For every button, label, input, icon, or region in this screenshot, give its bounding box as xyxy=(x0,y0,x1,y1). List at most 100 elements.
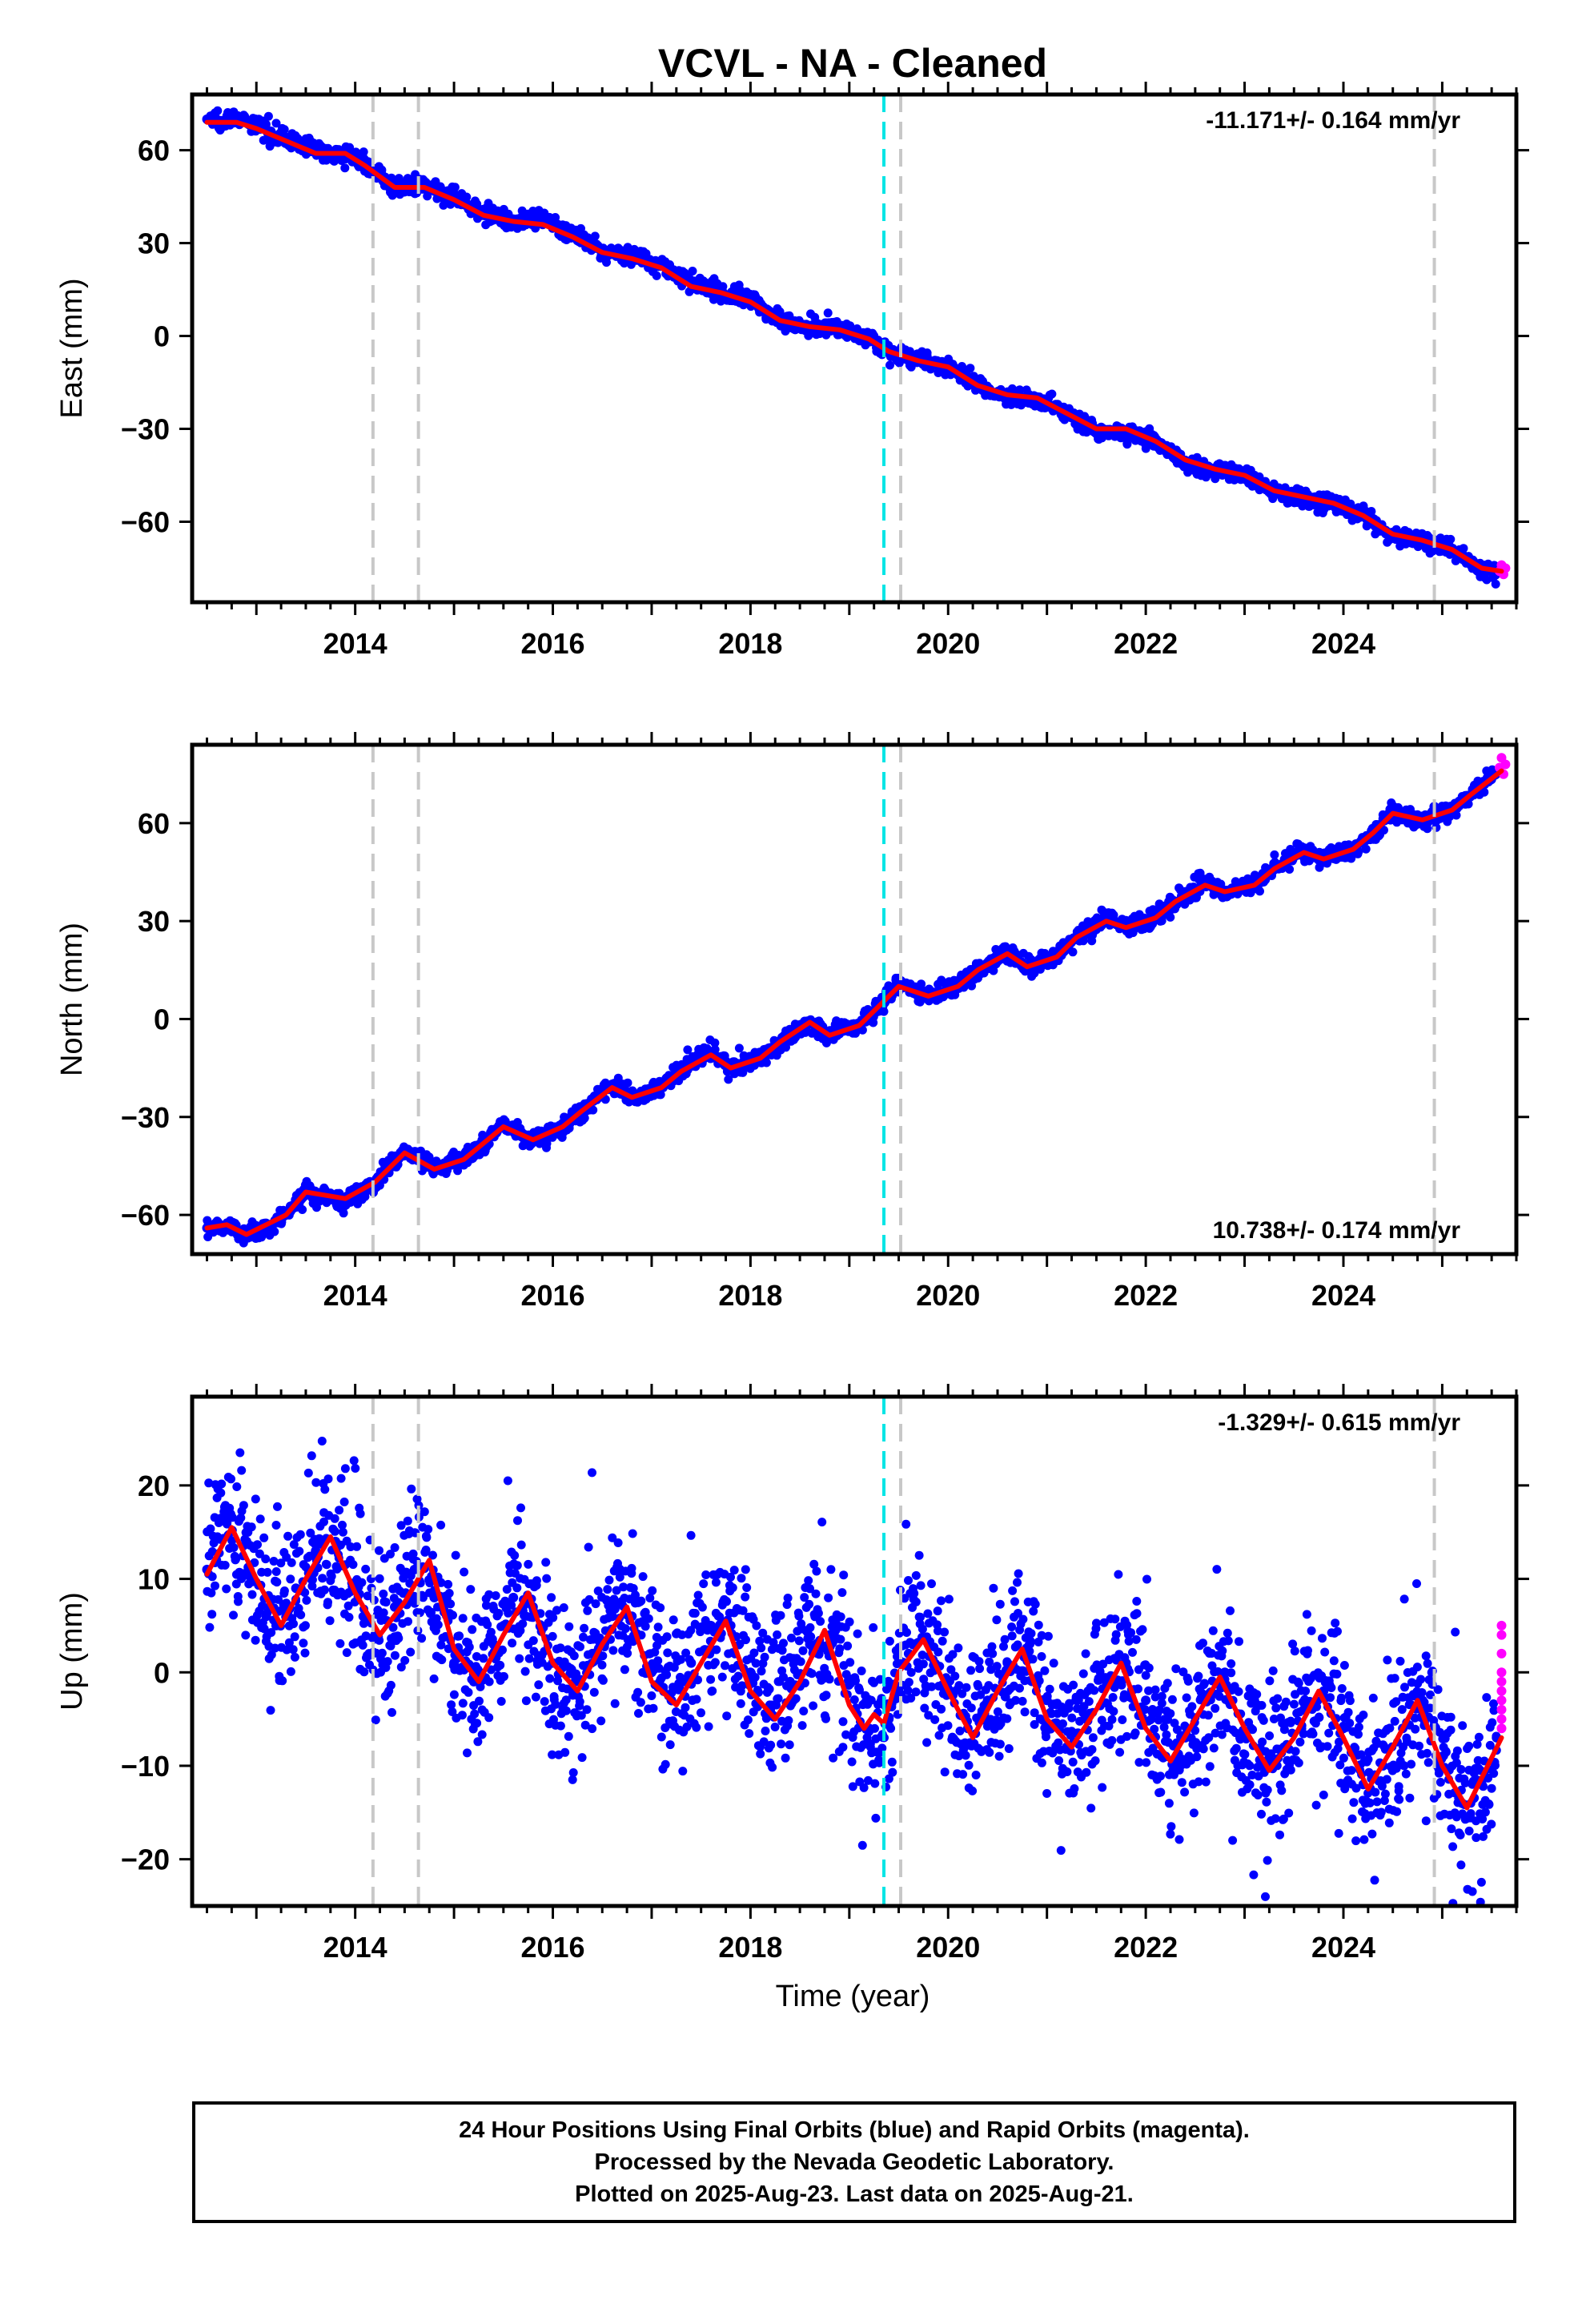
final-orbit-point xyxy=(251,1494,260,1504)
final-orbit-point xyxy=(475,1696,484,1706)
final-orbit-point xyxy=(403,1516,412,1526)
final-orbit-point xyxy=(327,1571,336,1581)
final-orbit-point xyxy=(500,1672,508,1681)
final-orbit-point xyxy=(278,1676,287,1686)
plot-frame xyxy=(190,742,1519,1256)
final-orbit-point xyxy=(524,1654,534,1663)
x-tick-label: 2024 xyxy=(1311,1279,1375,1312)
final-orbit-point xyxy=(468,1625,477,1634)
final-orbit-point xyxy=(396,1521,406,1530)
final-orbit-point xyxy=(379,1589,388,1598)
final-orbit-point xyxy=(472,1719,482,1728)
final-orbit-point xyxy=(386,1641,396,1651)
final-orbit-point xyxy=(325,1616,335,1626)
final-orbit-point xyxy=(823,308,833,318)
final-orbit-point xyxy=(283,1531,293,1541)
final-orbit-point xyxy=(279,1586,289,1595)
final-orbit-point xyxy=(207,1547,217,1556)
final-orbit-point xyxy=(1285,865,1295,874)
final-orbit-point xyxy=(1068,947,1078,957)
final-orbit-point xyxy=(234,1597,243,1606)
final-orbit-point xyxy=(466,1585,476,1594)
final-orbit-point xyxy=(444,1589,454,1598)
final-orbit-point xyxy=(259,1624,269,1634)
final-orbit-point xyxy=(338,1520,347,1530)
final-orbit-point xyxy=(263,1567,272,1577)
final-orbit-point xyxy=(320,1485,330,1494)
final-orbit-point xyxy=(232,1482,242,1491)
final-orbit-point xyxy=(287,1558,296,1567)
final-orbit-point xyxy=(503,1476,512,1486)
final-orbit-point xyxy=(363,1591,372,1601)
final-orbit-point xyxy=(504,1608,513,1618)
final-orbit-point xyxy=(220,1561,230,1570)
final-orbit-point xyxy=(286,1574,295,1584)
final-orbit-point xyxy=(351,1464,360,1473)
final-orbit-point xyxy=(227,1536,237,1546)
final-orbit-point xyxy=(330,1514,339,1523)
final-orbit-point xyxy=(414,1501,424,1510)
final-orbit-point xyxy=(241,1630,251,1640)
final-orbit-point xyxy=(532,1576,541,1586)
final-orbit-point xyxy=(296,1610,306,1619)
final-orbit-point xyxy=(463,1748,472,1758)
final-orbit-point xyxy=(386,1680,396,1690)
final-orbit-point xyxy=(267,1650,276,1659)
final-orbit-point xyxy=(1166,912,1175,922)
final-orbit-point xyxy=(375,1546,383,1555)
final-orbit-point xyxy=(885,360,894,370)
final-orbit-point xyxy=(496,1660,505,1670)
final-orbit-point xyxy=(289,1540,299,1550)
final-orbit-point xyxy=(419,1593,428,1602)
final-orbit-point xyxy=(282,1645,291,1655)
final-orbit-point xyxy=(491,1591,500,1600)
final-orbit-point xyxy=(348,1560,358,1570)
final-orbit-point xyxy=(204,1478,214,1488)
final-orbit-point xyxy=(335,1506,344,1515)
final-orbit-point xyxy=(270,1227,279,1236)
final-orbit-point xyxy=(458,1699,468,1708)
final-orbit-point xyxy=(524,1559,533,1569)
final-orbit-point xyxy=(355,1509,365,1518)
final-orbit-point xyxy=(540,1697,549,1707)
final-orbit-point xyxy=(239,1501,248,1510)
final-orbit-point xyxy=(455,1631,464,1641)
final-orbit-point xyxy=(472,199,482,209)
final-orbit-point xyxy=(518,1619,528,1629)
final-orbit-point xyxy=(394,174,404,183)
final-orbit-point xyxy=(508,1638,517,1648)
final-orbit-point xyxy=(507,1600,516,1610)
final-orbit-point xyxy=(656,1090,665,1100)
north-panel: 2014 2016 2018 2020 2022 2024−60−3003060North… xyxy=(55,732,1529,1312)
final-orbit-point xyxy=(484,1677,494,1687)
final-orbit-point xyxy=(652,271,661,280)
final-orbit-point xyxy=(387,1707,396,1717)
final-orbit-point xyxy=(216,1488,226,1498)
final-orbit-point xyxy=(375,1574,384,1583)
final-orbit-point xyxy=(247,1522,256,1532)
final-orbit-point xyxy=(307,1582,317,1591)
final-orbit-point xyxy=(424,1152,434,1162)
final-orbit-point xyxy=(330,1526,339,1536)
final-orbit-point xyxy=(361,1564,371,1574)
final-orbit-point xyxy=(433,1620,443,1630)
x-tick-label: 2022 xyxy=(1114,627,1178,660)
final-orbit-point xyxy=(528,1636,538,1646)
final-orbit-point xyxy=(1367,507,1376,516)
final-orbit-point xyxy=(298,1205,307,1214)
final-orbit-point xyxy=(339,1498,349,1506)
final-orbit-point xyxy=(344,1613,354,1622)
final-orbit-point xyxy=(510,1550,520,1560)
final-orbit-point xyxy=(477,1730,487,1739)
final-orbit-point xyxy=(311,1478,321,1487)
x-tick-label: 2016 xyxy=(520,1279,584,1312)
final-orbit-point xyxy=(683,1045,693,1055)
final-orbit-point xyxy=(317,1437,327,1445)
final-orbit-point xyxy=(205,1622,215,1632)
final-orbit-point xyxy=(447,1700,456,1710)
final-orbit-point xyxy=(1361,844,1371,854)
final-orbit-point xyxy=(424,1525,433,1534)
final-orbit-point xyxy=(1047,389,1057,399)
